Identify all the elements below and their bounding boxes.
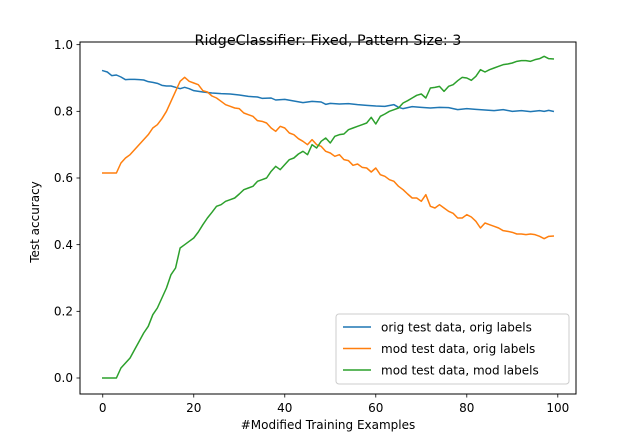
series-line-2	[102, 76, 555, 240]
y-axis-ticks: 0.0 0.2 0.4 0.6 0.8 1.0	[54, 38, 80, 385]
y-tick-label: 1.0	[54, 38, 73, 52]
x-tick-label: 40	[277, 401, 292, 415]
series-line-3	[102, 55, 555, 379]
plot-area	[101, 55, 555, 379]
legend-label-1: orig test data, orig labels	[381, 321, 532, 335]
chart-title: RidgeClassifier: Fixed, Pattern Size: 3	[195, 33, 462, 49]
y-tick-label: 0.0	[54, 371, 73, 385]
y-tick-label: 0.4	[54, 238, 73, 252]
y-tick-label: 0.8	[54, 105, 73, 119]
legend-box	[335, 313, 570, 385]
plot-frame	[79, 41, 577, 395]
x-tick-label: 80	[459, 401, 474, 415]
x-axis-ticks: 0 20 40 60 80 100	[99, 394, 569, 415]
x-tick-label: 0	[99, 401, 107, 415]
x-tick-label: 20	[186, 401, 201, 415]
legend: orig test data, orig labels mod test data…	[335, 313, 570, 385]
x-axis-label: #Modified Training Examples	[241, 418, 416, 432]
y-axis-label: Test accuracy	[28, 181, 42, 264]
x-tick-label: 60	[368, 401, 383, 415]
legend-label-3: mod test data, mod labels	[381, 364, 539, 378]
y-tick-label: 0.2	[54, 305, 73, 319]
y-tick-label: 0.6	[54, 171, 73, 185]
x-tick-label: 100	[546, 401, 569, 415]
legend-label-2: mod test data, orig labels	[381, 342, 535, 356]
series-line-1	[101, 69, 555, 113]
